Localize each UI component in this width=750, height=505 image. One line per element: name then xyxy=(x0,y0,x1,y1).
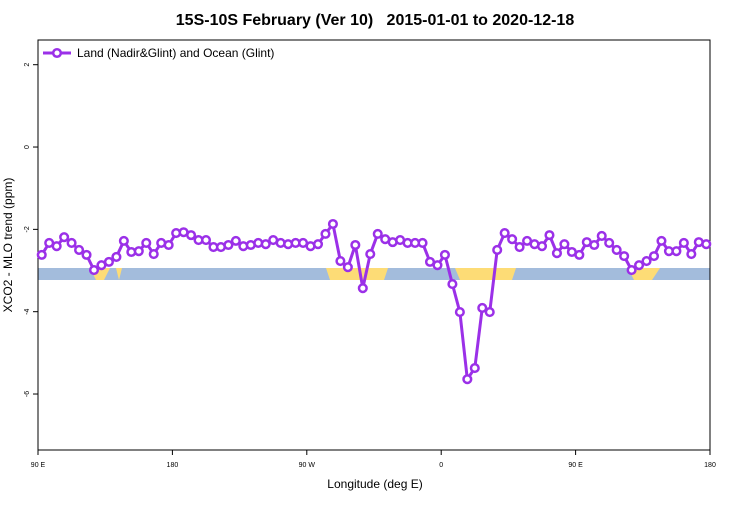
point-marker xyxy=(88,265,100,276)
point-marker xyxy=(507,234,518,245)
land-segment xyxy=(326,268,388,280)
point-marker xyxy=(186,230,197,241)
point-marker xyxy=(342,262,353,273)
point-marker xyxy=(51,241,62,252)
point-marker xyxy=(589,239,600,251)
land-segment xyxy=(116,268,122,280)
y-tick-label: 0 xyxy=(24,145,31,149)
point-marker xyxy=(133,246,144,257)
legend-marker xyxy=(51,47,63,59)
point-marker xyxy=(163,239,174,251)
point-marker xyxy=(484,307,495,318)
point-marker xyxy=(260,239,271,250)
point-marker xyxy=(574,249,585,260)
point-marker xyxy=(223,239,234,251)
point-marker xyxy=(118,235,129,246)
point-marker xyxy=(365,249,376,260)
point-marker xyxy=(626,265,637,276)
point-marker xyxy=(678,237,689,248)
point-marker xyxy=(634,260,645,271)
point-marker xyxy=(320,228,331,239)
point-marker xyxy=(611,244,622,255)
point-marker xyxy=(59,232,70,243)
land-ocean-mask xyxy=(38,268,710,280)
x-tick-label: 180 xyxy=(167,462,179,469)
x-tick-label: 0 xyxy=(439,462,443,469)
y-tick-label: 2 xyxy=(24,63,31,67)
chart-title: 15S-10S February (Ver 10) 2015-01-01 to … xyxy=(176,12,575,29)
point-marker xyxy=(447,279,458,290)
point-marker xyxy=(544,230,555,241)
point-marker xyxy=(74,244,85,255)
point-marker xyxy=(551,248,562,259)
point-marker xyxy=(417,237,428,248)
point-marker xyxy=(439,249,450,260)
point-marker xyxy=(454,307,465,318)
point-marker xyxy=(148,249,159,260)
point-marker xyxy=(596,230,607,241)
x-tick-label: 90 W xyxy=(299,462,316,469)
point-marker xyxy=(200,235,212,246)
point-marker xyxy=(641,256,652,267)
point-marker xyxy=(499,228,510,239)
point-marker xyxy=(604,237,615,248)
point-marker xyxy=(327,218,338,230)
point-marker xyxy=(671,246,682,257)
y-tick-label: -2 xyxy=(24,226,31,232)
point-marker xyxy=(619,251,630,262)
point-marker xyxy=(103,256,114,267)
point-marker xyxy=(350,239,361,251)
y-tick-label: -6 xyxy=(24,391,31,397)
point-marker xyxy=(648,251,660,262)
x-tick-label: 90 E xyxy=(31,462,46,469)
point-marker xyxy=(656,235,667,246)
x-tick-label: 180 xyxy=(704,462,716,469)
point-marker xyxy=(701,239,712,250)
point-marker xyxy=(312,239,324,250)
point-marker xyxy=(141,237,152,248)
point-marker xyxy=(514,242,525,253)
point-marker xyxy=(230,235,241,246)
point-marker xyxy=(335,256,346,267)
point-marker xyxy=(432,260,443,271)
legend-label: Land (Nadir&Glint) and Ocean (Glint) xyxy=(77,46,274,60)
point-marker xyxy=(357,283,368,294)
point-marker xyxy=(477,302,488,314)
point-marker xyxy=(111,251,122,262)
point-marker xyxy=(686,249,697,260)
point-marker xyxy=(492,244,503,255)
x-tick-label: 90 E xyxy=(568,462,583,469)
point-marker xyxy=(66,237,77,248)
point-marker xyxy=(462,374,473,385)
x-axis-label: Longitude (deg E) xyxy=(327,477,422,491)
y-tick-label: -4 xyxy=(24,308,31,314)
point-marker xyxy=(372,228,383,239)
land-segment xyxy=(455,268,516,280)
point-marker xyxy=(469,363,480,374)
point-marker xyxy=(559,239,570,250)
point-marker xyxy=(81,249,92,260)
y-axis-label: XCO2 - MLO trend (ppm) xyxy=(1,178,15,313)
point-marker xyxy=(536,241,548,252)
point-marker xyxy=(36,249,47,260)
